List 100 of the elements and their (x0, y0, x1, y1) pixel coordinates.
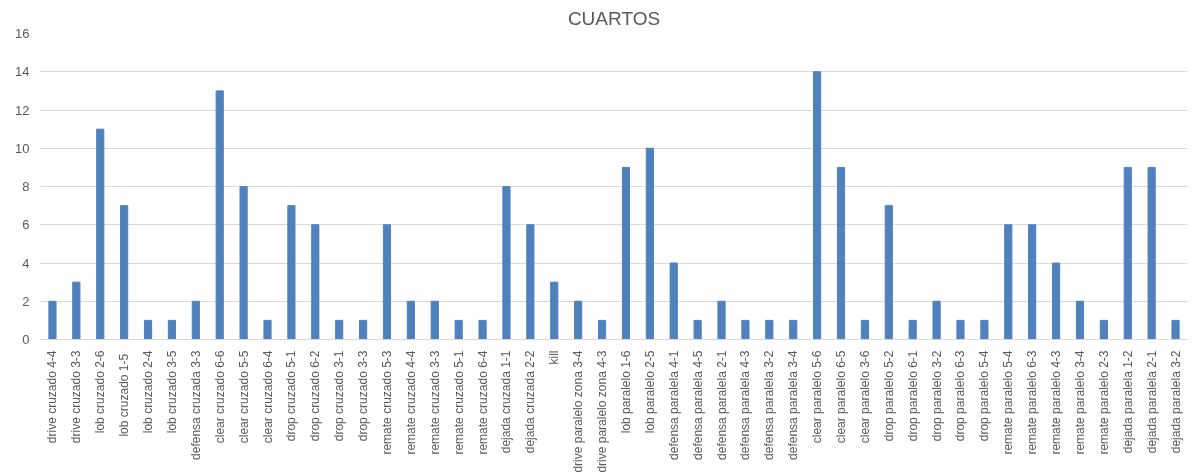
x-tick-label: remate paralelo 2-3 (1096, 350, 1111, 455)
bar (48, 300, 57, 340)
bar (765, 319, 774, 340)
x-tick-label: lob cruzado 3-5 (164, 350, 179, 434)
x-tick-label: drive cruzado 4-4 (45, 350, 60, 444)
bar (932, 300, 941, 340)
y-tick-label: 0 (22, 332, 30, 347)
bar (239, 186, 248, 340)
bar (550, 281, 559, 340)
x-tick-label: dejada paralela 3-2 (1168, 350, 1183, 454)
bar (406, 300, 415, 340)
x-tick-label: drive paralelo zona 3-4 (571, 350, 586, 473)
x-tick-label: remate paralelo 3-4 (1072, 350, 1087, 455)
x-tick-label: clear cruzado 6-4 (260, 350, 275, 444)
bar (741, 319, 750, 340)
bar (1171, 319, 1180, 340)
x-tick-label: lob paralelo 1-6 (618, 350, 633, 434)
y-tick-label: 6 (22, 217, 30, 233)
bar (502, 186, 511, 340)
bar (908, 319, 917, 340)
bar (287, 205, 296, 340)
bar (1075, 300, 1085, 340)
y-tick-label: 10 (15, 140, 30, 156)
bar (717, 300, 726, 340)
x-tick-label: kill (547, 350, 562, 365)
bar (335, 319, 344, 340)
x-tick-label: lob cruzado 1-5 (117, 353, 132, 437)
x-tick-label: drop paralelo 5-4 (977, 350, 992, 442)
y-tick-label: 2 (22, 293, 30, 309)
x-tick-label: clear paralelo 3-6 (857, 350, 872, 444)
bar (1147, 166, 1156, 340)
bar (215, 90, 224, 340)
bar (980, 319, 989, 340)
bar (1028, 224, 1037, 340)
x-tick-label: defensa paralela 4-5 (690, 350, 705, 460)
bar (311, 224, 320, 340)
bar (526, 224, 535, 340)
y-tick-label: 4 (22, 255, 30, 271)
bar (1051, 262, 1061, 340)
bar (669, 262, 678, 340)
x-tick-label: drop cruzado 6-2 (308, 350, 323, 442)
x-tick-label: remate cruzado 4-4 (403, 350, 418, 455)
x-tick-label: drive paralelo zona 4-3 (595, 350, 610, 473)
x-tick-label: clear paralelo 6-5 (834, 350, 849, 444)
x-tick-label: lob cruzado 2-6 (93, 350, 108, 434)
bar (621, 166, 631, 340)
x-tick-label: drop paralelo 6-1 (905, 350, 920, 442)
bar (454, 319, 463, 340)
y-tick-label: 16 (15, 26, 30, 41)
x-tick-label: drop cruzado 3-1 (332, 350, 347, 442)
x-tick-label: dejada paralela 1-2 (1120, 350, 1135, 454)
x-tick-label: remate cruzado 5-3 (379, 350, 394, 455)
bar (96, 128, 105, 340)
bar (72, 281, 81, 340)
bar (789, 319, 798, 340)
bar (597, 319, 607, 340)
bar (263, 319, 272, 340)
x-tick-label: drop cruzado 3-3 (356, 350, 371, 442)
bar (1099, 319, 1108, 340)
bar (382, 224, 392, 340)
bar (956, 319, 965, 340)
bar (1123, 166, 1132, 340)
y-tick-label: 12 (15, 102, 30, 118)
bar (120, 205, 129, 340)
bar (430, 300, 439, 340)
x-tick-label: drive cruzado 3-3 (69, 350, 84, 444)
x-tick-label: clear cruzado 6-6 (212, 350, 227, 444)
bar (860, 319, 869, 340)
y-tick-label: 14 (15, 64, 30, 80)
bar (884, 205, 893, 340)
x-tick-label: dejada cruzada 2-2 (523, 350, 538, 454)
x-tick-label: lob paralelo 2-5 (642, 350, 657, 434)
y-tick-label: 8 (22, 179, 30, 194)
x-tick-label: dejada paralela 2-1 (1144, 350, 1159, 454)
x-tick-label: remate paralelo 6-3 (1025, 350, 1040, 455)
bar (478, 319, 487, 340)
x-tick-label: defensa paralela 3-4 (786, 350, 801, 460)
bar (836, 166, 846, 340)
x-tick-label: defensa paralela 4-3 (738, 350, 753, 460)
x-tick-label: defensa cruzada 3-3 (188, 350, 203, 460)
x-tick-label: drop paralelo 6-3 (953, 350, 968, 442)
x-tick-label: remate paralelo 5-4 (1001, 350, 1016, 455)
x-tick-label: remate cruzado 5-1 (451, 350, 466, 455)
bar (143, 319, 153, 340)
x-tick-label: clear cruzado 5-5 (236, 350, 251, 444)
x-tick-label: defensa paralela 3-2 (762, 350, 777, 460)
x-tick-label: lob cruzado 2-4 (141, 350, 156, 434)
chart-title: CUARTOS (567, 7, 661, 29)
bar (167, 319, 177, 340)
bar (645, 147, 654, 340)
x-tick-label: remate cruzado 3-3 (427, 350, 442, 455)
bar (813, 71, 822, 340)
x-tick-label: defensa paralela 2-1 (714, 350, 729, 460)
x-tick-label: drop paralelo 5-2 (881, 350, 896, 442)
x-tick-label: remate cruzado 6-4 (475, 350, 490, 455)
bar (693, 319, 702, 340)
x-tick-label: dejada cruzada 1-1 (499, 350, 514, 454)
bar (359, 319, 368, 340)
x-tick-label: drop cruzado 5-1 (284, 350, 299, 442)
x-tick-label: drop paralelo 3-2 (929, 350, 944, 442)
